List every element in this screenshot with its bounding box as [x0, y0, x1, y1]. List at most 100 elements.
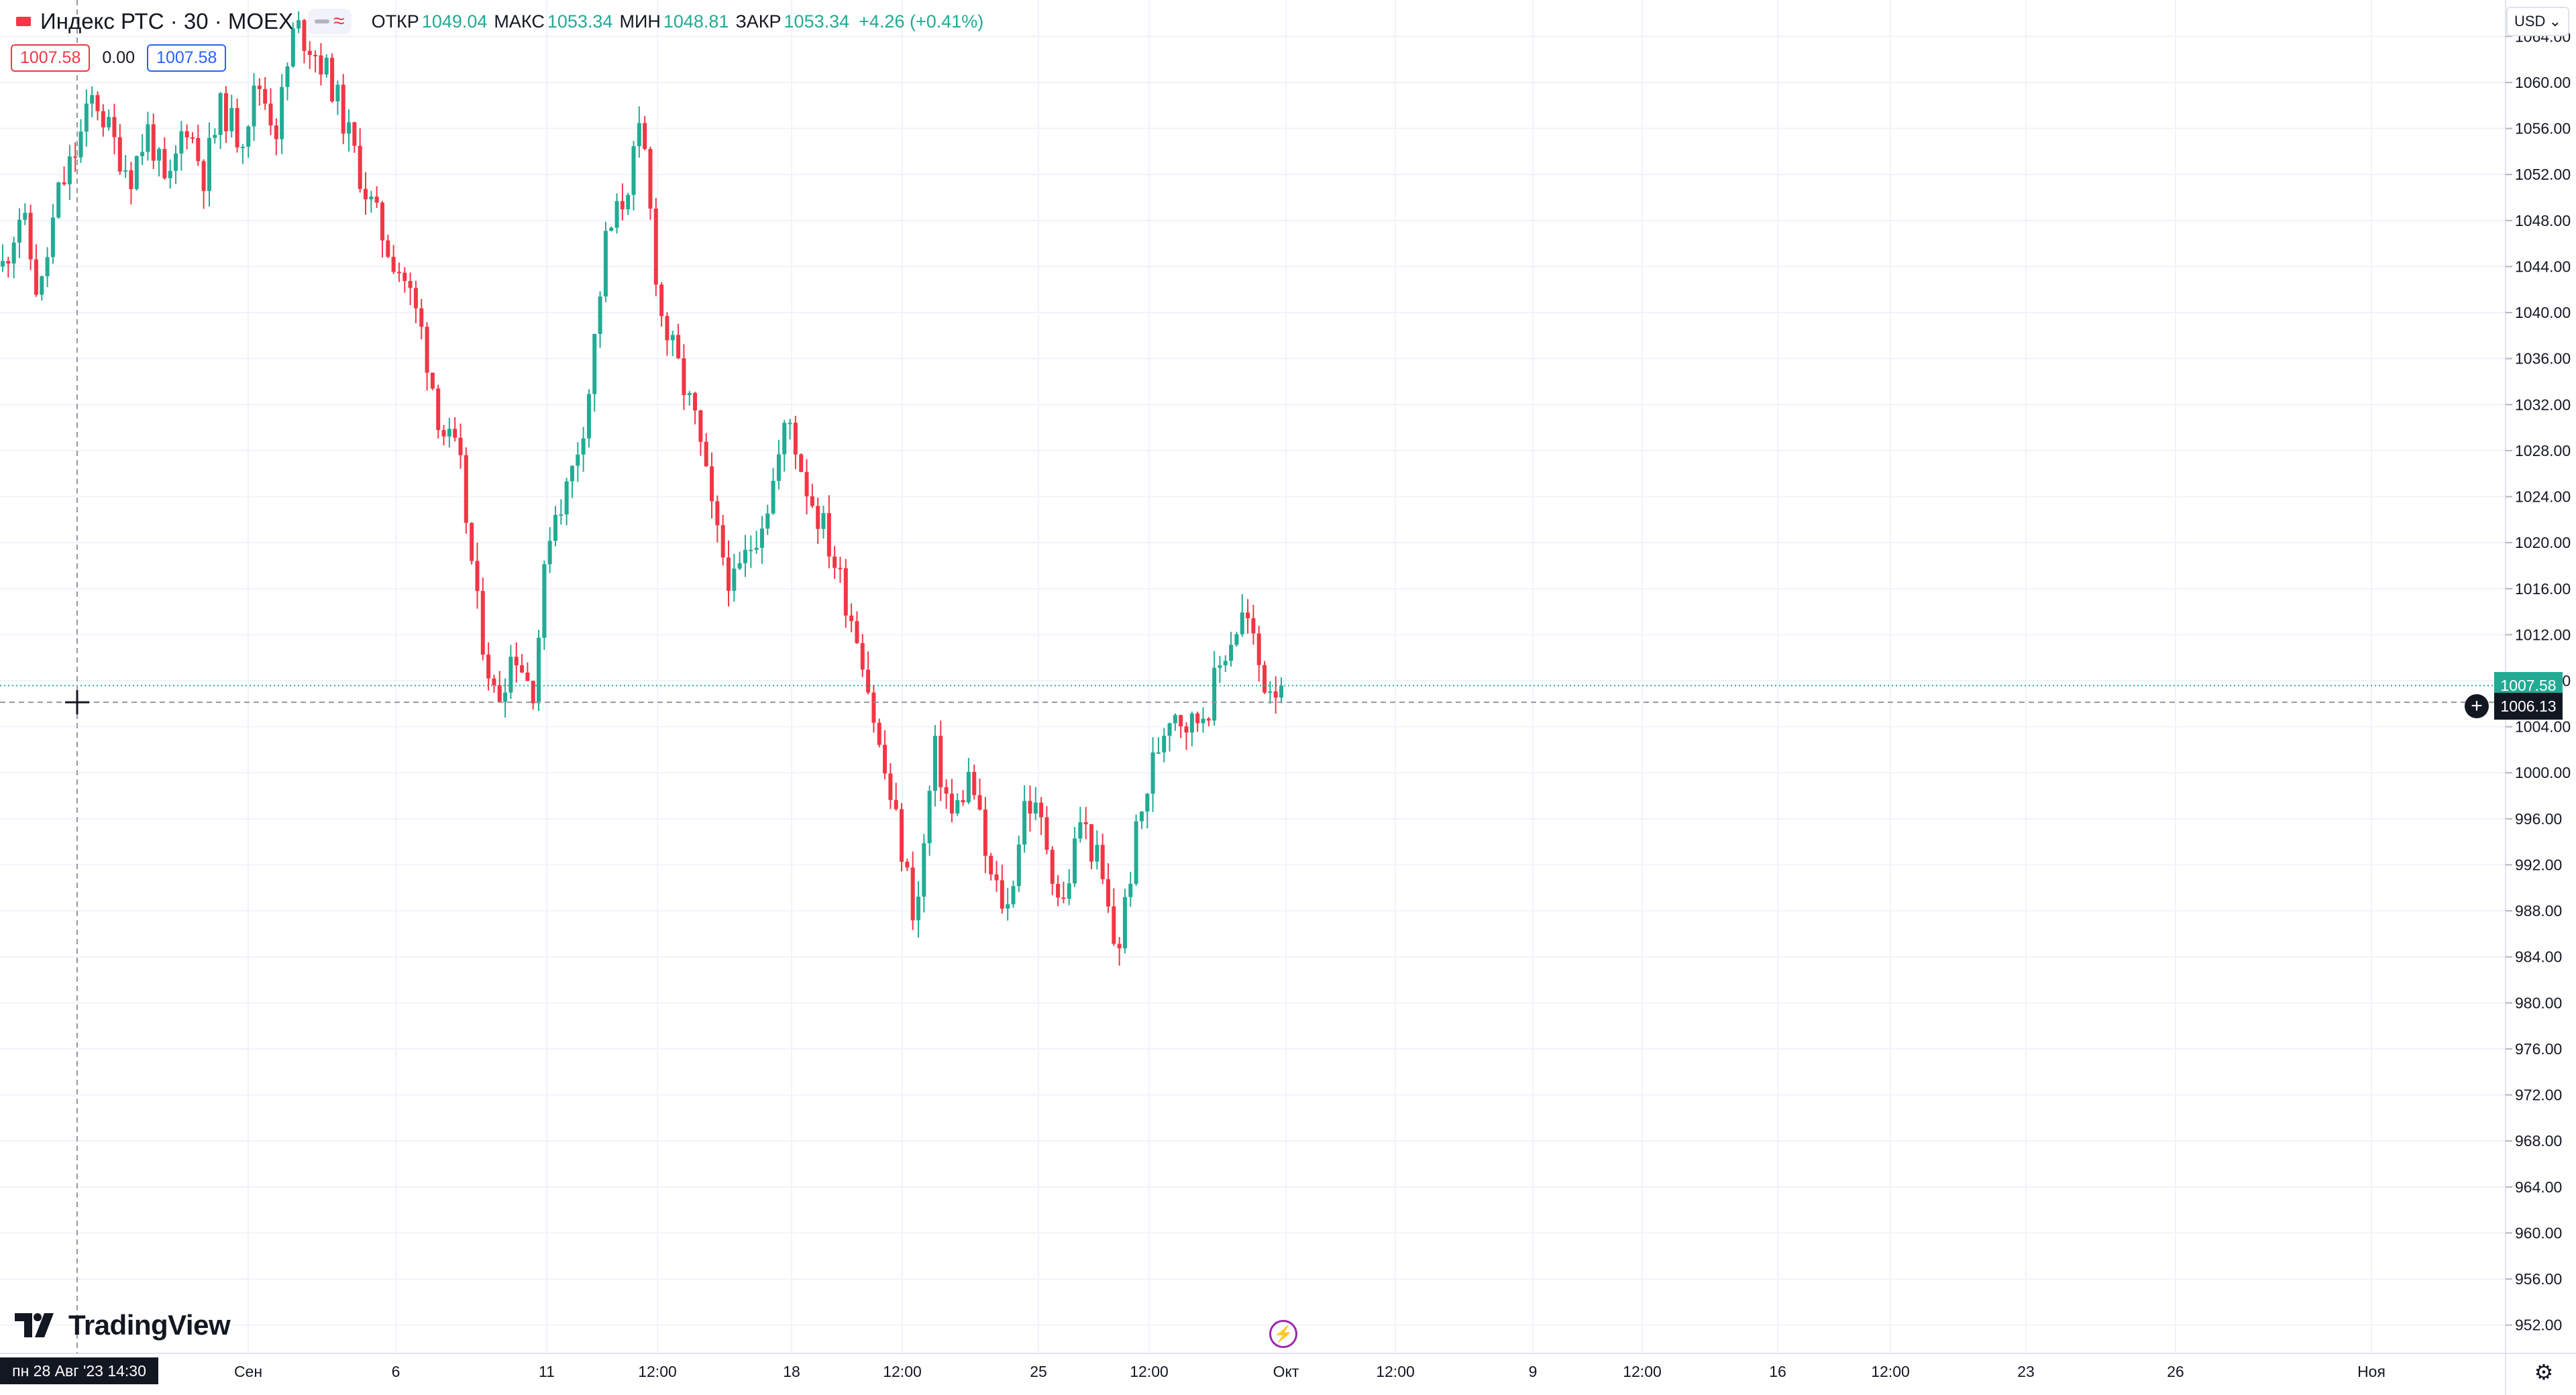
candle-body [553, 514, 557, 541]
candle-body [1206, 718, 1211, 721]
candle-body [676, 335, 681, 359]
candle-body [391, 256, 396, 272]
candle-body [107, 117, 111, 127]
candle-body [45, 257, 50, 276]
candle-body [330, 58, 335, 102]
wave-icon[interactable]: ≈ [333, 10, 345, 32]
candle-body [1, 261, 5, 267]
candle-body [754, 547, 759, 550]
x-tick-label: 12:00 [638, 1363, 677, 1380]
candle-body [201, 161, 206, 191]
y-tick-label: 1044.00 [2515, 258, 2571, 275]
candle-body [470, 522, 474, 561]
candle-body [1039, 802, 1044, 818]
candle-body [11, 242, 16, 264]
candle-body [938, 736, 943, 787]
candle-body [816, 506, 820, 529]
candle-body [1268, 691, 1273, 693]
candle-body [1195, 713, 1200, 724]
candle-body [486, 655, 491, 679]
candle-body [497, 685, 502, 702]
candle-body [855, 621, 859, 643]
candle-body [531, 681, 535, 704]
open-value: 1049.04 [421, 11, 488, 32]
candle-body [977, 795, 982, 810]
candle-body [972, 771, 977, 795]
candle-body [90, 95, 95, 104]
minus-icon[interactable] [315, 19, 330, 23]
candle-body [637, 123, 641, 146]
candle-body [1201, 718, 1205, 724]
sell-button[interactable]: 1007.58 [11, 44, 91, 72]
candle-body [1218, 665, 1222, 668]
gear-icon[interactable]: ⚙ [2534, 1360, 2554, 1384]
candle-body [190, 137, 195, 139]
time-axis[interactable]: Сен 6 11 12:00 18 12:00 25 12:00 Окт 12:00 9 12:00 1… [0, 1353, 2576, 1380]
candle-body [430, 372, 435, 389]
y-tick-label: 960.00 [2515, 1224, 2562, 1241]
candle-body [218, 93, 223, 135]
x-tick-label: 12:00 [1376, 1363, 1415, 1380]
candle-body [1022, 801, 1027, 845]
y-tick-label: 952.00 [2515, 1317, 2562, 1334]
x-tick-label: 16 [1769, 1363, 1786, 1380]
x-tick-label: 12:00 [1871, 1363, 1910, 1380]
candle-body [464, 455, 468, 523]
candle-body [570, 465, 574, 482]
candle-body [860, 643, 865, 670]
candle-body [1016, 844, 1021, 887]
candle-body [78, 131, 83, 158]
legend-controls[interactable]: ≈ [308, 9, 352, 34]
y-tick-label: 1004.00 [2515, 718, 2571, 736]
tradingview-logo[interactable]: TradingView [15, 1305, 231, 1345]
candle-body [1251, 618, 1256, 634]
candle-body [665, 316, 669, 341]
candle-body [184, 131, 189, 137]
candle-body [386, 240, 390, 257]
candle-body [1117, 944, 1122, 948]
candle-body [1095, 844, 1099, 862]
candle-body [112, 117, 117, 137]
candle-body [396, 272, 401, 274]
close-label: ЗАКР [735, 11, 782, 32]
y-tick-label: 1016.00 [2515, 580, 2571, 598]
buy-button[interactable]: 1007.58 [147, 44, 227, 72]
y-tick-label: 1024.00 [2515, 488, 2571, 506]
candle-body [737, 563, 742, 569]
y-tick-label: 976.00 [2515, 1040, 2562, 1058]
y-tick-label: 1048.00 [2515, 212, 2571, 229]
candle-body [626, 194, 631, 210]
candle-body [1011, 886, 1016, 905]
candle-body [804, 471, 809, 497]
high-label: МАКС [494, 11, 545, 32]
candle-body [670, 335, 675, 341]
candle-body [324, 58, 329, 74]
candle-body [1279, 685, 1283, 698]
candle-body [586, 394, 591, 439]
candle-body [833, 556, 837, 568]
candle-body [413, 288, 418, 309]
candle-body [1256, 633, 1261, 665]
lightning-icon[interactable]: ⚡ [1269, 1320, 1297, 1348]
candle-body [916, 896, 920, 921]
candle-body [1212, 667, 1217, 721]
candle-body [1083, 822, 1088, 824]
symbol-title[interactable]: Индекс РТС · 30 · MOEX [40, 9, 294, 34]
candle-body [1229, 645, 1234, 661]
currency-select[interactable]: USD ⌄ [2506, 7, 2569, 36]
candle-body [1128, 883, 1133, 897]
add-alert-plus-icon[interactable]: + [2465, 694, 2489, 719]
candle-body [743, 549, 747, 563]
y-tick-label: 996.00 [2515, 810, 2562, 828]
candle-body [56, 182, 61, 218]
candle-body [732, 568, 737, 591]
candle-body [364, 188, 368, 200]
candle-body [1167, 723, 1172, 736]
candle-body [620, 201, 625, 210]
candle-body [369, 197, 374, 200]
candle-body [894, 799, 898, 810]
candle-body [134, 156, 139, 189]
candle-body [659, 284, 664, 317]
y-tick-label: 1060.00 [2515, 74, 2571, 91]
